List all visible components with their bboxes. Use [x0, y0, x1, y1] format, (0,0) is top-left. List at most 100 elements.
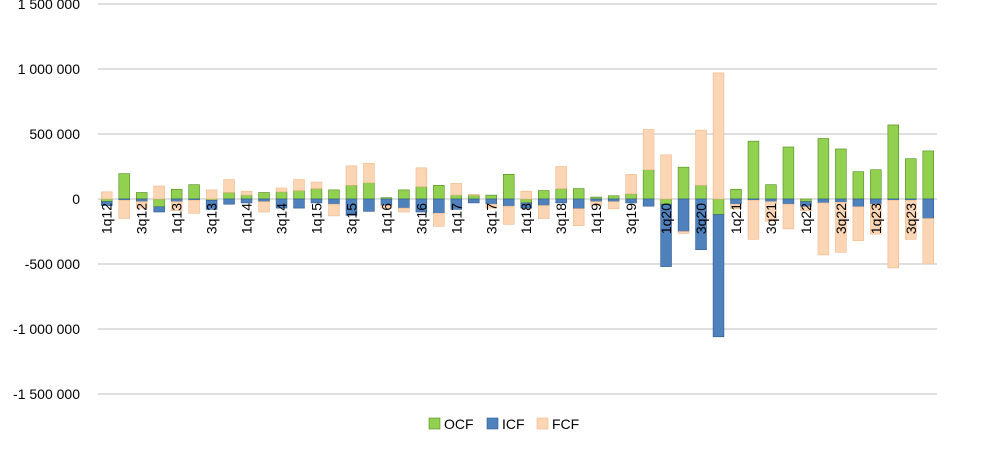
bar-icf: [625, 198, 637, 204]
bar-fcf: [118, 200, 130, 219]
y-tick-label: -500 000: [25, 256, 80, 272]
bar-ocf: [922, 150, 934, 200]
bar-ocf: [310, 188, 323, 200]
bar-fcf: [835, 201, 847, 253]
bar-ocf: [642, 169, 655, 200]
x-tick-label: 1q20: [658, 203, 674, 234]
bar-icf: [275, 198, 288, 209]
bar-fcf: [363, 162, 375, 184]
bar-fcf: [817, 202, 830, 256]
bar-icf: [293, 198, 305, 209]
y-tick-label: 0: [72, 191, 80, 207]
y-tick-label: 1 500 000: [18, 0, 80, 12]
bar-fcf: [590, 201, 602, 206]
bar-ocf: [450, 194, 463, 200]
bar-icf: [503, 198, 515, 207]
x-tick-label: 1q17: [448, 203, 464, 234]
bar-fcf: [450, 183, 463, 196]
bar-fcf: [922, 218, 934, 265]
bar-icf: [468, 198, 480, 204]
bar-icf: [835, 198, 847, 203]
legend-swatch-icf: [486, 417, 499, 430]
bar-fcf: [747, 200, 760, 240]
bar-icf: [607, 198, 620, 202]
bar-ocf: [328, 189, 340, 200]
bar-icf: [572, 198, 585, 210]
bar-fcf: [380, 205, 393, 209]
bar-fcf: [887, 200, 900, 269]
x-tick-label: 1q19: [588, 203, 604, 234]
x-tick-label: 3q12: [134, 203, 150, 234]
x-tick-label: 1q18: [518, 203, 534, 234]
bar-icf: [170, 198, 183, 202]
bar-ocf: [747, 140, 760, 200]
bar-fcf: [293, 179, 305, 191]
bar-icf: [852, 198, 865, 208]
bar-fcf: [712, 72, 725, 200]
y-tick-label: -1 500 000: [13, 386, 80, 402]
x-tick-label: 1q21: [728, 203, 744, 234]
bar-fcf: [223, 179, 235, 193]
y-tick-label: 1 000 000: [18, 61, 80, 77]
x-tick-label: 3q14: [274, 203, 290, 234]
x-tick-label: 1q22: [798, 203, 814, 234]
bar-fcf: [555, 166, 567, 189]
x-tick-label: 1q15: [308, 203, 324, 234]
bar-fcf: [607, 201, 620, 210]
bar-fcf: [870, 203, 882, 235]
bar-fcf: [625, 174, 637, 195]
bar-ocf: [170, 188, 183, 200]
bar-fcf: [572, 208, 585, 226]
x-tick-label: 1q16: [378, 203, 394, 234]
bar-fcf: [258, 201, 270, 213]
bar-icf: [363, 198, 375, 212]
x-tick-label: 3q19: [623, 203, 639, 234]
x-tick-label: 3q22: [833, 203, 849, 234]
bar-ocf: [817, 138, 830, 200]
bar-fcf: [415, 167, 428, 187]
bar-ocf: [852, 171, 865, 200]
bar-icf: [328, 198, 340, 205]
bar-ocf: [398, 189, 410, 200]
bar-fcf: [765, 201, 777, 222]
bar-ocf: [677, 166, 690, 200]
bar-ocf: [555, 188, 567, 200]
bar-icf: [520, 202, 532, 209]
bar-ocf: [537, 190, 550, 200]
bar-ocf: [468, 194, 480, 200]
legend: OCF ICF FCF: [428, 416, 579, 432]
x-tick-label: 3q13: [204, 203, 220, 234]
bar-icf: [555, 198, 567, 204]
bar-icf: [660, 203, 672, 267]
bar-icf: [240, 198, 253, 204]
x-tick-label: 3q18: [553, 203, 569, 234]
legend-swatch-fcf: [536, 417, 549, 430]
bar-fcf: [433, 213, 445, 227]
x-tick-label: 1q12: [99, 203, 115, 234]
bar-icf: [101, 201, 113, 206]
y-axis-tick-labels: 1 500 000 1 000 000 500 000 0 -500 000 -1 000…: [13, 0, 80, 402]
bar-ocf: [782, 146, 795, 200]
bar-fcf: [310, 181, 323, 189]
legend-label-fcf: FCF: [552, 416, 579, 432]
bar-icf: [135, 198, 148, 202]
bar-ocf: [607, 195, 620, 200]
bar-ocf: [153, 198, 165, 208]
bar-icf: [782, 198, 795, 205]
bar-fcf: [468, 194, 480, 196]
bar-fcf: [730, 203, 742, 210]
bar-icf: [345, 198, 358, 216]
bar-fcf: [642, 129, 655, 171]
bar-fcf: [101, 191, 113, 200]
legend-swatch-ocf: [428, 417, 441, 430]
bar-icf: [450, 198, 463, 210]
x-tick-label: 3q21: [763, 203, 779, 234]
grid-lines: [98, 3, 937, 395]
bar-fcf: [537, 205, 550, 219]
bar-ocf: [363, 182, 375, 200]
bar-fcf: [153, 185, 165, 200]
bar-ocf: [433, 185, 445, 200]
bar-fcf: [485, 203, 497, 209]
bar-ocf: [625, 193, 637, 200]
